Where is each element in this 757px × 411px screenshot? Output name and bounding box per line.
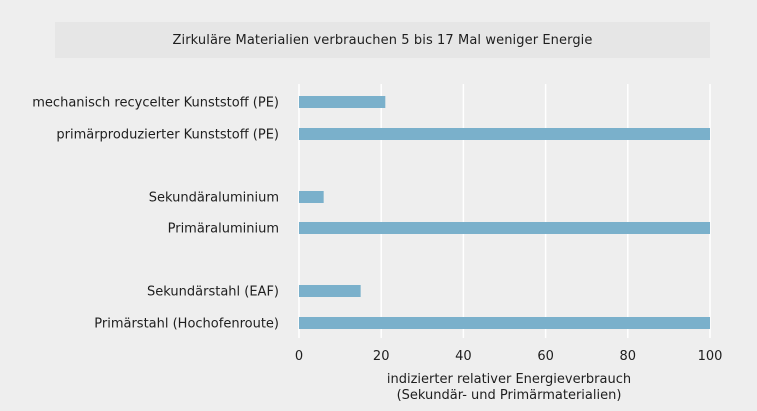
category-label: primärproduzierter Kunststoff (PE) <box>56 128 279 143</box>
category-label: Primäraluminium <box>168 222 279 237</box>
bar <box>299 317 710 329</box>
chart-title-box: Zirkuläre Materialien verbrauchen 5 bis … <box>55 22 710 58</box>
chart-title: Zirkuläre Materialien verbrauchen 5 bis … <box>172 32 593 48</box>
x-axis-label: indizierter relativer Energieverbrauch <box>387 372 631 387</box>
bar <box>299 285 361 297</box>
category-label: mechanisch recycelter Kunststoff (PE) <box>32 96 279 111</box>
x-tick-label: 40 <box>455 349 472 364</box>
x-tick-label: 20 <box>373 349 390 364</box>
x-tick-label: 80 <box>620 349 637 364</box>
x-tick-label: 60 <box>537 349 554 364</box>
category-label: Sekundäraluminium <box>149 191 279 206</box>
bar <box>299 222 710 234</box>
category-label: Sekundärstahl (EAF) <box>147 285 279 300</box>
x-axis-label: (Sekundär- und Primärmaterialien) <box>397 388 622 403</box>
bar <box>299 128 710 140</box>
x-tick-label: 100 <box>698 349 723 364</box>
bar <box>299 191 324 203</box>
bar <box>299 96 386 108</box>
category-label: Primärstahl (Hochofenroute) <box>94 317 279 332</box>
x-tick-label: 0 <box>295 349 303 364</box>
